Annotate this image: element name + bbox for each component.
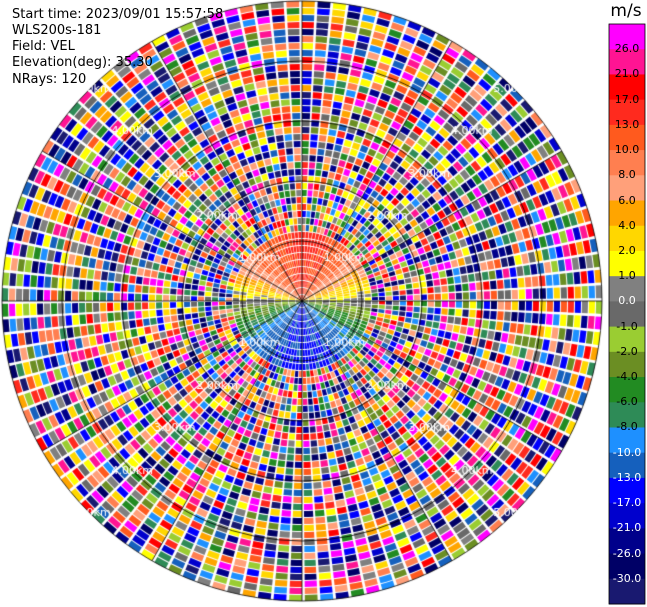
colorbar-swatch [609, 503, 645, 529]
colorbar-tick-label: -6.0 [616, 395, 638, 409]
colorbar-swatch [609, 301, 645, 328]
colorbar-swatch [609, 150, 645, 176]
colorbar-tick-label: -4.0 [616, 370, 638, 384]
colorbar-tick-label: 17.0 [614, 92, 640, 106]
colorbar-tick-label: -8.0 [616, 420, 638, 434]
colorbar-swatch [609, 528, 645, 555]
colorbar-tick-label: 4.0 [618, 218, 636, 232]
colorbar-swatch [609, 351, 645, 378]
colorbar-tick-label: 2.0 [618, 243, 636, 257]
colorbar-swatch [609, 99, 645, 126]
colorbar-swatch [609, 477, 645, 504]
colorbar-swatch [609, 24, 645, 50]
site-label: WLS200s-181 [12, 23, 102, 38]
colorbar-swatch [609, 175, 645, 202]
colorbar-swatch [609, 276, 645, 302]
elevation-label: Elevation(deg): 35.30 [12, 55, 153, 70]
colorbar-swatch [609, 250, 645, 277]
colorbar-tick-label: -21.0 [612, 521, 642, 535]
colorbar-swatch [609, 124, 645, 151]
colorbar-swatch [609, 553, 645, 580]
colorbar-tick-label: 6.0 [618, 193, 636, 207]
colorbar-tick-label: 8.0 [618, 168, 636, 182]
start-time-label: Start time: 2023/09/01 15:57:58 [12, 7, 224, 22]
colorbar-tick-label: -1.0 [616, 319, 638, 333]
colorbar-swatch [609, 200, 645, 227]
colorbar-tick-label: 1.0 [618, 269, 636, 283]
colorbar-tick-label: -30.0 [612, 571, 642, 585]
colorbar-tick-label: -10.0 [612, 445, 642, 459]
colorbar-swatch [609, 452, 645, 479]
colorbar-swatch [609, 74, 645, 101]
colorbar-tick-label: 0.0 [618, 294, 636, 308]
colorbar-swatch [609, 377, 645, 403]
colorbar-tick-label: -13.0 [612, 470, 642, 484]
colorbar-swatch [609, 427, 645, 454]
colorbar-swatch [609, 578, 645, 605]
colorbar-tick-label: 10.0 [614, 143, 640, 157]
nrays-label: NRays: 120 [12, 72, 87, 87]
colorbar-border [608, 23, 646, 605]
colorbar-swatch [609, 49, 645, 75]
colorbar-tick-label: 13.0 [614, 117, 640, 131]
colorbar-unit: m/s [610, 1, 642, 21]
colorbar-swatch [609, 326, 645, 353]
colorbar-swatch [609, 402, 645, 428]
colorbar-swatch [609, 225, 645, 252]
colorbar-tick-label: 21.0 [614, 67, 640, 81]
colorbar-tick-label: 26.0 [614, 42, 640, 56]
field-label: Field: VEL [12, 39, 75, 54]
colorbar-tick-label: -26.0 [612, 546, 642, 560]
colorbar-tick-label: -17.0 [612, 496, 642, 510]
colorbar-tick-label: -2.0 [616, 344, 638, 358]
